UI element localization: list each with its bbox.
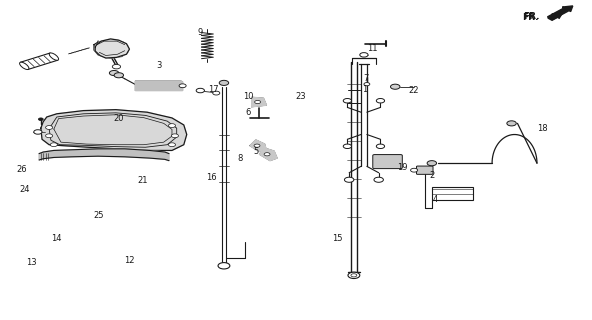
Circle shape bbox=[46, 125, 53, 129]
Circle shape bbox=[345, 177, 354, 182]
Text: 7: 7 bbox=[363, 74, 368, 83]
Circle shape bbox=[219, 80, 229, 85]
Circle shape bbox=[343, 99, 352, 103]
Text: 1: 1 bbox=[362, 85, 368, 94]
Circle shape bbox=[360, 52, 368, 57]
Text: 5: 5 bbox=[253, 147, 259, 156]
Circle shape bbox=[411, 168, 418, 172]
Circle shape bbox=[343, 144, 352, 148]
Circle shape bbox=[364, 83, 370, 86]
Polygon shape bbox=[136, 81, 182, 91]
Text: 26: 26 bbox=[16, 165, 27, 174]
Circle shape bbox=[38, 118, 43, 121]
Circle shape bbox=[50, 143, 57, 147]
Text: 20: 20 bbox=[114, 114, 124, 123]
Text: 8: 8 bbox=[237, 154, 243, 163]
Circle shape bbox=[218, 263, 230, 269]
Ellipse shape bbox=[49, 53, 59, 60]
Circle shape bbox=[377, 144, 385, 148]
Text: 3: 3 bbox=[156, 60, 162, 69]
Circle shape bbox=[169, 143, 175, 147]
Polygon shape bbox=[259, 148, 277, 161]
Circle shape bbox=[391, 84, 400, 89]
Circle shape bbox=[374, 177, 384, 182]
Circle shape bbox=[351, 274, 357, 277]
Circle shape bbox=[196, 88, 204, 93]
Polygon shape bbox=[41, 110, 186, 150]
Bar bbox=[432, 187, 473, 200]
Text: 12: 12 bbox=[124, 256, 134, 265]
Circle shape bbox=[169, 124, 175, 127]
Polygon shape bbox=[252, 97, 266, 107]
Circle shape bbox=[427, 161, 436, 166]
Circle shape bbox=[46, 134, 53, 138]
Text: 18: 18 bbox=[538, 124, 548, 133]
Circle shape bbox=[254, 144, 260, 147]
Text: 23: 23 bbox=[295, 92, 306, 101]
Text: 24: 24 bbox=[19, 185, 30, 194]
Polygon shape bbox=[95, 39, 130, 58]
FancyBboxPatch shape bbox=[373, 155, 403, 169]
Circle shape bbox=[112, 64, 121, 69]
Circle shape bbox=[264, 153, 270, 156]
Text: 15: 15 bbox=[332, 234, 343, 243]
Ellipse shape bbox=[20, 62, 29, 69]
Text: 2: 2 bbox=[429, 171, 435, 180]
Circle shape bbox=[179, 84, 186, 88]
Circle shape bbox=[34, 130, 42, 134]
Polygon shape bbox=[250, 140, 266, 151]
Text: 22: 22 bbox=[409, 86, 419, 95]
Circle shape bbox=[110, 70, 119, 76]
Text: 16: 16 bbox=[206, 173, 217, 182]
Polygon shape bbox=[39, 149, 169, 161]
Text: 13: 13 bbox=[26, 258, 37, 267]
Text: 9: 9 bbox=[197, 28, 202, 37]
Text: 10: 10 bbox=[243, 92, 254, 101]
Text: 21: 21 bbox=[137, 176, 147, 185]
Text: FR.: FR. bbox=[522, 13, 539, 22]
Circle shape bbox=[377, 99, 385, 103]
Circle shape bbox=[255, 100, 260, 104]
Text: 19: 19 bbox=[397, 163, 407, 172]
Circle shape bbox=[348, 272, 360, 278]
FancyBboxPatch shape bbox=[417, 166, 433, 174]
Text: FR.: FR. bbox=[523, 12, 540, 21]
Text: 6: 6 bbox=[245, 108, 250, 117]
Circle shape bbox=[507, 121, 516, 126]
Circle shape bbox=[114, 73, 124, 78]
Text: 17: 17 bbox=[208, 85, 218, 94]
Circle shape bbox=[171, 134, 178, 138]
Circle shape bbox=[213, 91, 220, 95]
FancyArrow shape bbox=[548, 12, 563, 20]
Text: 11: 11 bbox=[368, 44, 378, 53]
Text: 14: 14 bbox=[51, 234, 62, 243]
Text: 25: 25 bbox=[93, 211, 104, 220]
FancyArrow shape bbox=[548, 6, 573, 20]
Text: 4: 4 bbox=[432, 195, 437, 204]
